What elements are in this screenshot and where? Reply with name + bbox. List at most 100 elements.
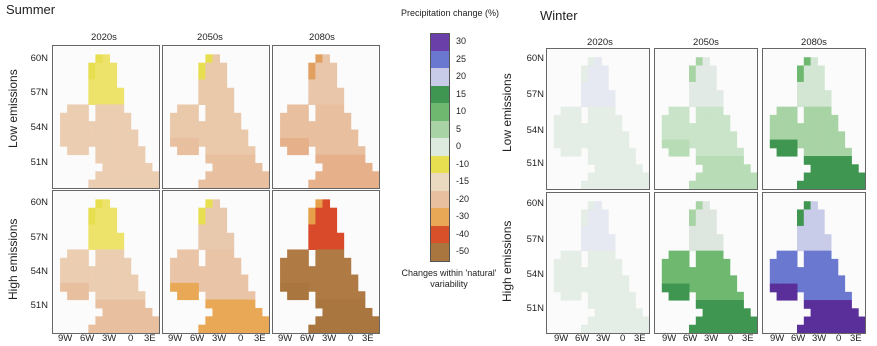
winter-row-low: Low emissions (500, 73, 514, 152)
map-cell-ireland (668, 123, 676, 132)
map-cell-gb (109, 224, 118, 234)
map-cell-gb (109, 257, 118, 267)
map-cell-gb (315, 54, 323, 64)
map-cell-gb (205, 137, 213, 147)
map-cell-gb (240, 274, 249, 284)
map-cell-gb (695, 114, 704, 124)
winter-lat-51n-bottom: 51N (526, 303, 544, 314)
map-cell-gb (315, 154, 323, 164)
map-cell-gb (797, 180, 805, 189)
map-cell-gb (322, 257, 331, 267)
map-cell-gb (212, 87, 221, 97)
map-cell-gb (219, 129, 228, 139)
map-cell-ireland (81, 129, 89, 139)
winter-lon-3w-3: 3W (812, 333, 827, 344)
map-cell-gb (709, 242, 717, 252)
map-cell-gb (102, 307, 111, 317)
map-cell-ireland (191, 104, 199, 114)
map-cell-gb (587, 201, 596, 210)
map-cell-ireland (177, 274, 185, 284)
map-cell-gb (709, 250, 717, 260)
map-cell-gb (615, 164, 623, 174)
map-cell-gb (198, 79, 206, 89)
map-cell-ireland (776, 283, 784, 293)
map-cell-gb (226, 232, 235, 242)
map-cell-gb (130, 307, 139, 317)
map-cell-gb (695, 291, 704, 301)
map-cell-gb (824, 98, 832, 108)
map-cell-gb (137, 146, 146, 156)
map-cell-gb (817, 283, 825, 293)
map-cell-gb (601, 275, 609, 285)
map-cell-gb (594, 275, 602, 285)
map-cell-gb (817, 267, 825, 276)
winter-lat-54n-top: 54N (526, 125, 544, 136)
map-cell-gb (226, 324, 235, 333)
map-cell-gb (226, 241, 235, 250)
map-cell-gb (95, 241, 103, 250)
map-cell-continent (635, 180, 643, 189)
map-cell-gb (357, 146, 366, 156)
map-cell-ireland (790, 258, 798, 268)
map-cell-gb (709, 106, 717, 116)
legend-item: 10 (430, 103, 490, 121)
map-cell-gb (212, 249, 221, 259)
map-cell-gb (594, 172, 602, 182)
map-cell-gb (212, 291, 221, 301)
map-svg (60, 199, 159, 333)
map-cell-gb (716, 267, 724, 276)
map-svg (280, 54, 379, 188)
legend-item: -40 (430, 225, 490, 243)
map-cell-ireland (287, 266, 295, 276)
map-cell-ireland (177, 112, 185, 122)
map-cell-ireland (574, 275, 582, 285)
map-cell-gb (116, 87, 125, 97)
winter-lat-60n-top: 60N (526, 53, 544, 64)
map-cell-gb (350, 129, 359, 139)
map-cell-gb (594, 65, 602, 75)
map-cell-gb (702, 131, 710, 141)
map-cell-gb (810, 106, 818, 116)
map-cell-gb (803, 156, 812, 165)
map-cell-ireland (776, 291, 784, 301)
map-cell-gb (212, 207, 221, 217)
map-cell-gb (716, 114, 724, 124)
map-cell-ireland (567, 123, 575, 132)
map-cell-gb (601, 156, 609, 165)
winter-lon-6w-3: 6W (791, 333, 806, 344)
map-cell-ireland (67, 129, 75, 139)
map-cell-gb (336, 299, 345, 309)
winter-lon-0: 0 (620, 333, 626, 344)
map-cell-gb (212, 54, 221, 64)
map-cell-ireland (287, 137, 295, 147)
map-cell-gb (615, 275, 623, 285)
map-cell-continent (642, 316, 649, 326)
map-cell-gb (233, 307, 242, 317)
map-cell-gb (130, 282, 139, 292)
map-cell-ireland (177, 249, 185, 259)
map-cell-gb (709, 114, 717, 124)
map-cell-gb (116, 266, 125, 276)
map-cell-gb (205, 241, 213, 250)
map-cell-gb (240, 299, 249, 309)
map-cell-gb (689, 209, 697, 219)
map-cell-gb (608, 139, 616, 149)
map-cell-ireland (81, 249, 89, 259)
summer-lon-3e: 3E (144, 333, 156, 344)
map-cell-gb (608, 250, 616, 260)
map-cell-gb (615, 180, 623, 189)
map-cell-continent (254, 179, 263, 188)
map-cell-gb (116, 274, 125, 284)
map-cell-ireland (682, 123, 690, 132)
map-cell-gb (851, 172, 859, 182)
summer-low-2080s-panel (272, 45, 380, 189)
map-cell-ireland (301, 112, 309, 122)
map-cell-gb (817, 180, 825, 189)
map-cell-ireland (67, 282, 75, 292)
map-cell-gb (837, 180, 846, 189)
map-cell-ireland (294, 266, 302, 276)
map-cell-gb (219, 291, 228, 301)
map-cell-gb (315, 87, 323, 97)
map-cell-gb (587, 65, 596, 75)
map-cell-gb (322, 299, 331, 309)
